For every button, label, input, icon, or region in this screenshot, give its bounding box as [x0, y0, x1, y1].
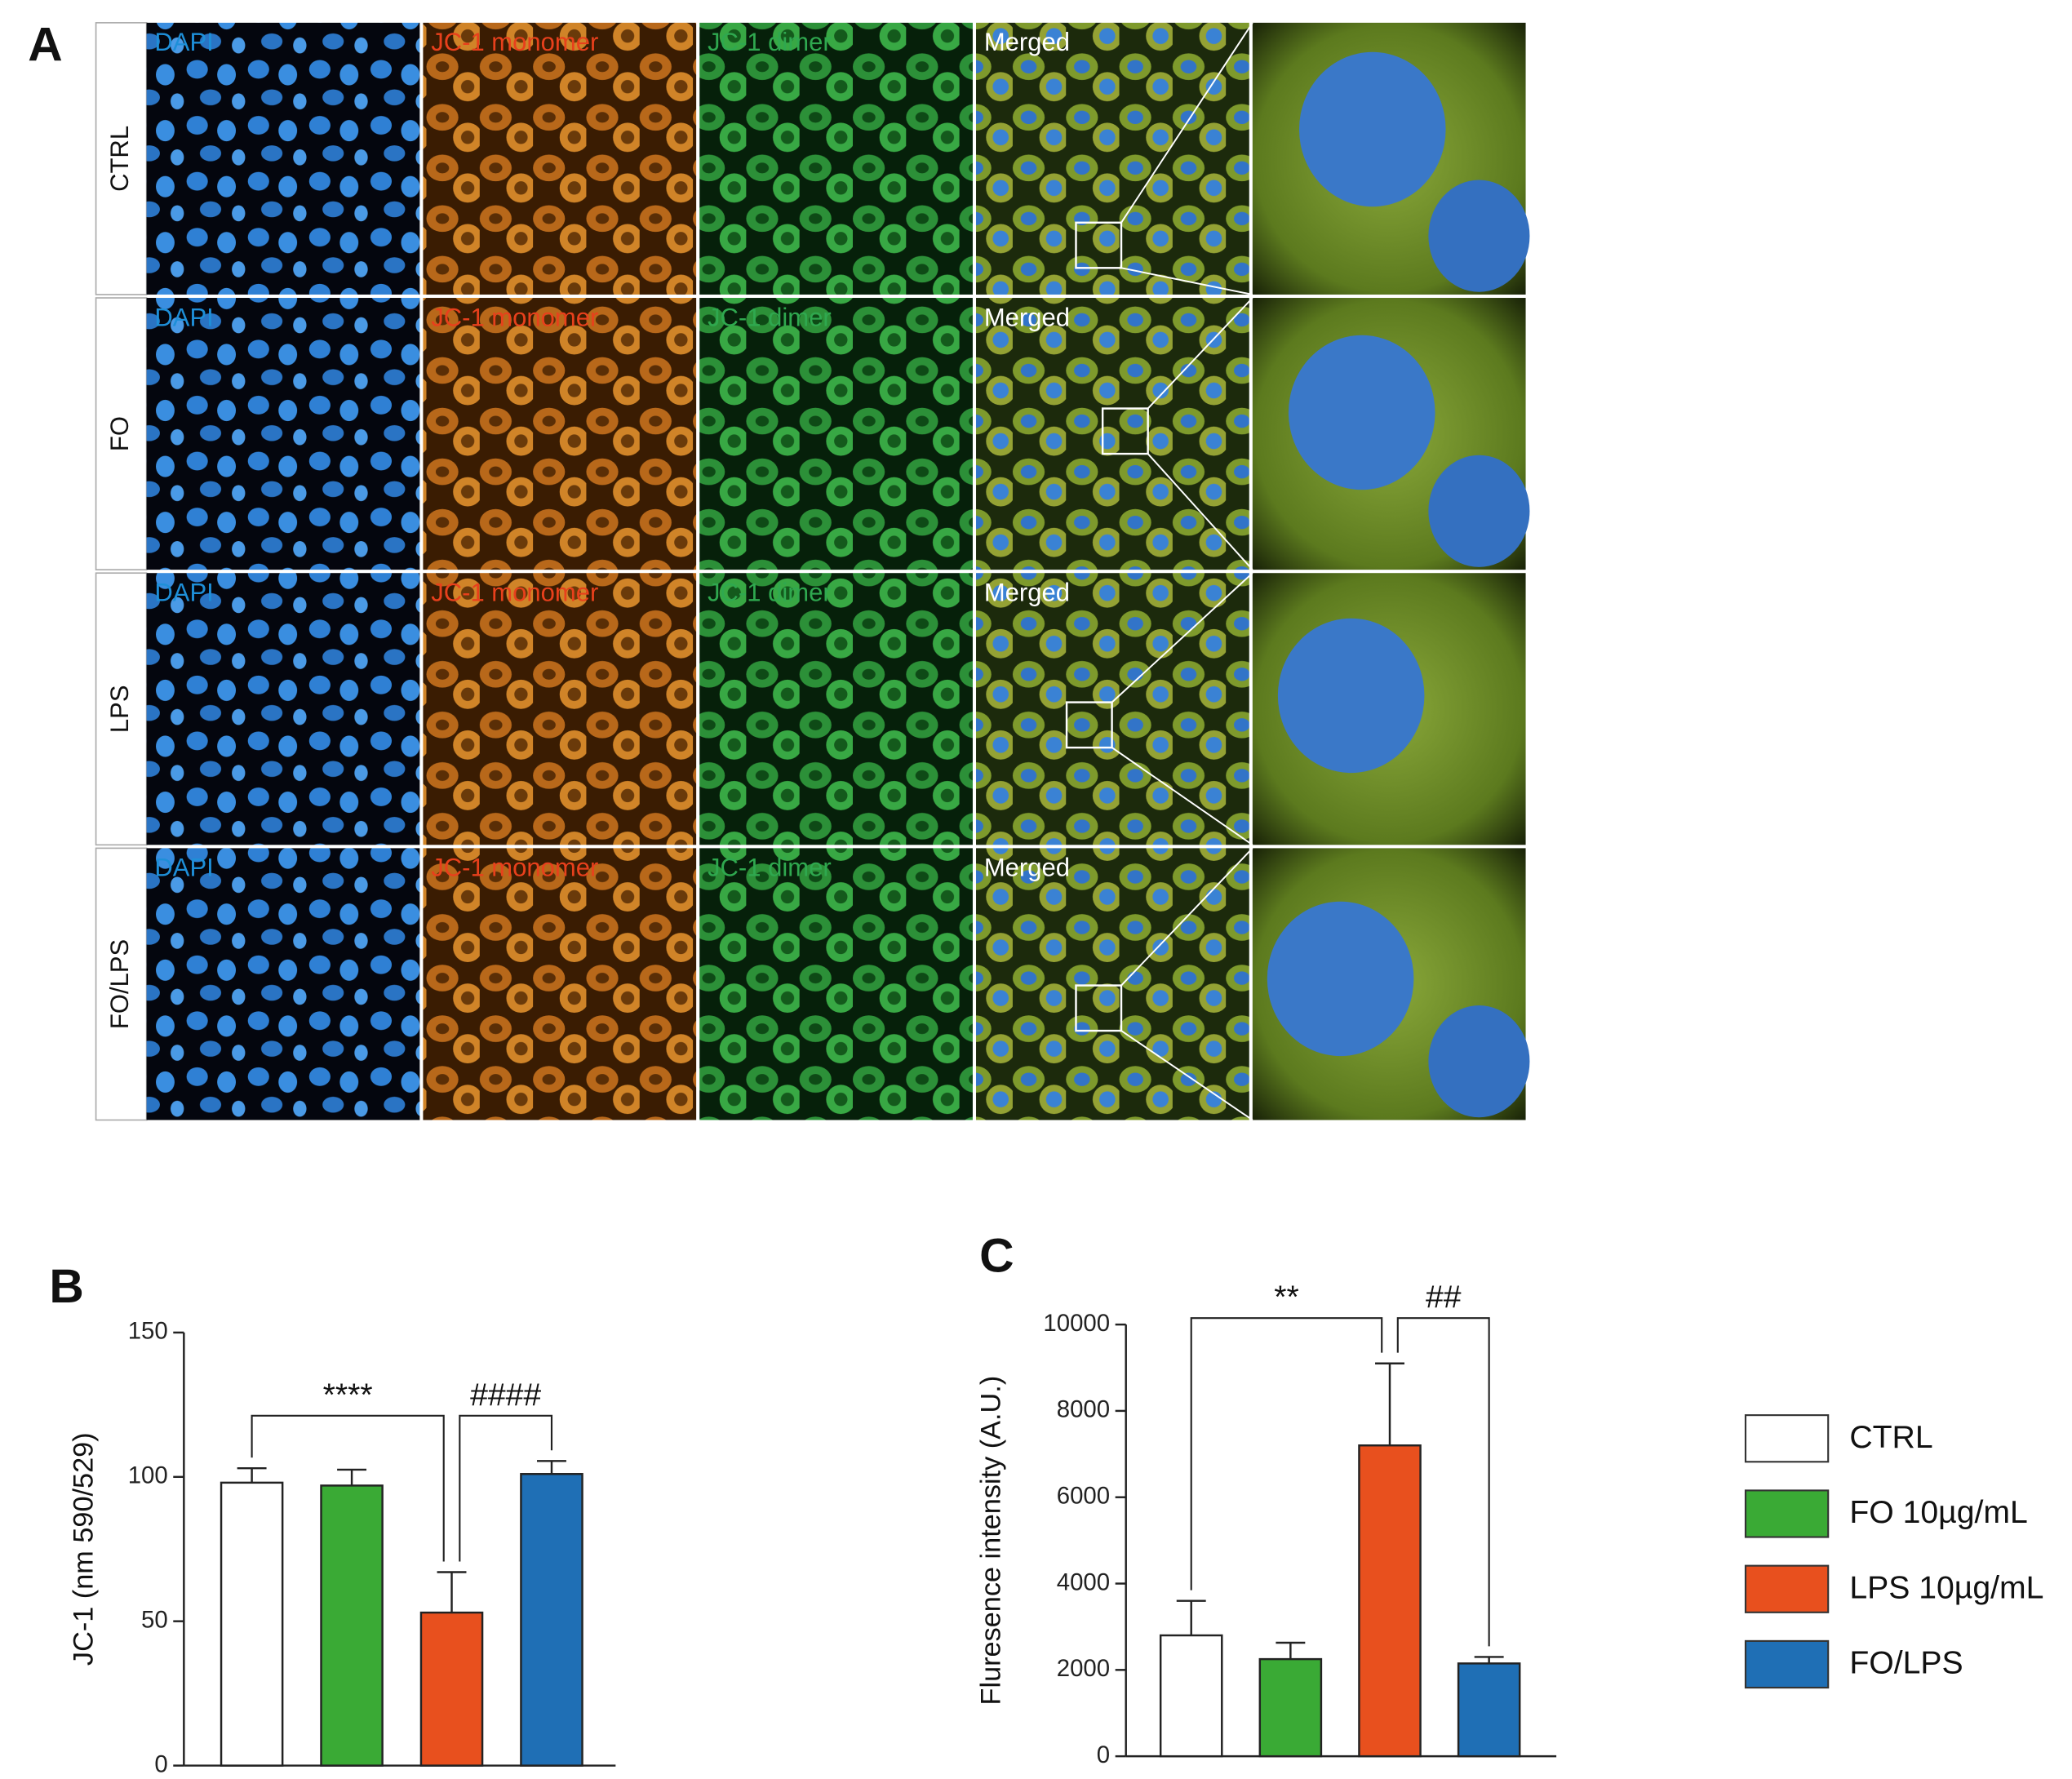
legend-label: CTRL — [1849, 1420, 1932, 1455]
micrograph — [423, 573, 697, 845]
channel-label: JC-1 monomer — [431, 28, 598, 56]
micrograph — [423, 848, 697, 1120]
channel-label: JC-1 monomer — [431, 579, 598, 607]
micrograph — [146, 22, 420, 295]
inset-box — [1075, 984, 1123, 1032]
significance-label: ** — [1274, 1280, 1299, 1315]
channel-label: JC-1 monomer — [431, 303, 598, 331]
bar — [1457, 1662, 1521, 1758]
significance-bracket — [1190, 1317, 1383, 1590]
channel-label: JC-1 dimer — [708, 579, 832, 607]
micrograph — [146, 298, 420, 570]
y-tick-label: 0 — [154, 1750, 167, 1777]
channel-label: Merged — [984, 579, 1070, 607]
bar — [520, 1473, 583, 1767]
micrograph — [976, 298, 1249, 570]
significance-bracket — [1396, 1317, 1490, 1647]
row-label-box — [95, 297, 148, 570]
bar — [1258, 1657, 1323, 1758]
channel-label: DAPI — [154, 303, 213, 331]
micrograph — [699, 573, 973, 845]
inset-line — [1147, 453, 1253, 570]
y-tick-label: 4000 — [1057, 1568, 1110, 1595]
y-tick-label: 8000 — [1057, 1396, 1110, 1423]
inset-line — [1111, 572, 1253, 703]
legend-label: FO/LPS — [1849, 1646, 1963, 1681]
row-label-box — [95, 572, 148, 846]
channel-label: JC-1 dimer — [708, 28, 832, 56]
legend-swatch — [1744, 1414, 1830, 1463]
significance-bracket — [459, 1414, 553, 1562]
bar — [320, 1484, 384, 1767]
y-tick-label: 100 — [128, 1462, 168, 1489]
row-label: FO — [105, 416, 134, 451]
micrograph — [699, 298, 973, 570]
micrograph — [976, 22, 1249, 295]
channel-label: DAPI — [154, 28, 213, 56]
bar — [1159, 1634, 1223, 1758]
significance-label: ## — [1426, 1280, 1462, 1315]
panel-label: B — [49, 1260, 83, 1313]
zoom-nucleus — [1298, 51, 1446, 207]
row-label-box — [95, 22, 148, 295]
inset-line — [1120, 22, 1253, 224]
channel-label: Merged — [984, 303, 1070, 331]
legend-label: LPS 10µg/mL — [1849, 1570, 2043, 1605]
y-tick-label: 6000 — [1057, 1482, 1110, 1509]
legend-swatch — [1744, 1639, 1830, 1689]
channel-label: JC-1 dimer — [708, 303, 832, 331]
y-tick-label: 50 — [141, 1606, 168, 1633]
significance-label: **** — [323, 1378, 373, 1413]
significance-bracket — [251, 1414, 445, 1562]
y-tick-label: 10000 — [1043, 1310, 1110, 1337]
row-label-box — [95, 847, 148, 1121]
zoom-nucleus — [1288, 335, 1435, 490]
inset-box — [1101, 407, 1149, 455]
inset-box — [1075, 221, 1123, 269]
y-tick-label: 2000 — [1057, 1655, 1110, 1682]
inset-line — [1120, 267, 1253, 295]
channel-label: DAPI — [154, 579, 213, 607]
inset-line — [1111, 747, 1253, 846]
channel-label: DAPI — [154, 854, 213, 882]
y-tick-label: 150 — [128, 1318, 168, 1345]
zoom-nucleus — [1428, 1005, 1530, 1118]
row-label: FO/LPS — [105, 939, 134, 1029]
micrograph — [699, 22, 973, 295]
zoom-nucleus — [1267, 901, 1414, 1057]
legend-label: FO 10µg/mL — [1849, 1495, 2028, 1530]
panel-label: A — [28, 18, 62, 71]
significance-label: #### — [470, 1378, 541, 1413]
bar — [220, 1481, 284, 1767]
y-axis-title: JC-1 (nm 590/529) — [69, 1432, 100, 1666]
micrograph — [423, 22, 697, 295]
micrograph — [976, 848, 1249, 1120]
inset-line — [1120, 847, 1253, 987]
micrograph — [699, 848, 973, 1120]
bar — [1358, 1444, 1422, 1758]
zoom-nucleus — [1428, 455, 1530, 567]
row-label: LPS — [105, 685, 134, 733]
channel-label: JC-1 monomer — [431, 854, 598, 882]
y-axis-title: Fluresence intensity (A.U.) — [975, 1376, 1006, 1706]
micrograph — [146, 573, 420, 845]
zoom-nucleus — [1277, 618, 1425, 774]
inset-line — [1147, 297, 1253, 410]
micrograph — [423, 298, 697, 570]
inset-line — [1120, 1030, 1253, 1121]
panel-label: C — [979, 1230, 1014, 1283]
legend-swatch — [1744, 1564, 1830, 1613]
zoom-nucleus — [1428, 180, 1530, 292]
channel-label: Merged — [984, 28, 1070, 56]
legend-swatch — [1744, 1489, 1830, 1538]
channel-label: JC-1 dimer — [708, 854, 832, 882]
micrograph — [146, 848, 420, 1120]
row-label: CTRL — [105, 126, 134, 192]
channel-label: Merged — [984, 854, 1070, 882]
bar — [419, 1611, 484, 1767]
y-tick-label: 0 — [1097, 1741, 1110, 1768]
inset-box — [1065, 701, 1113, 749]
